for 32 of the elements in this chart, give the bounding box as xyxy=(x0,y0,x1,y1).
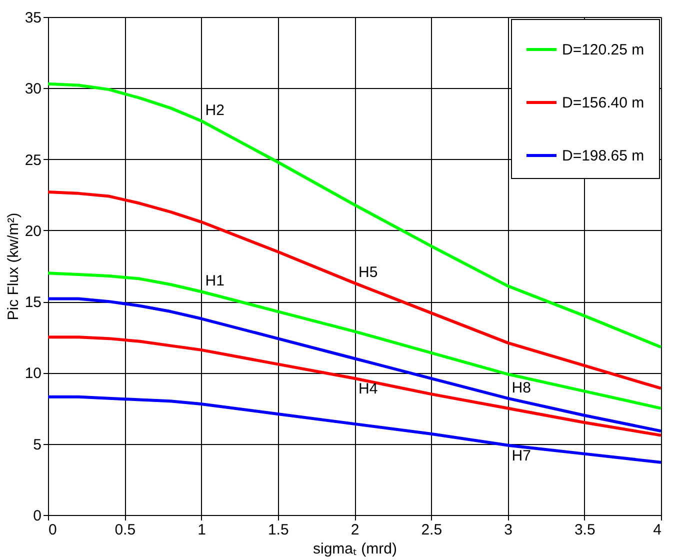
annotation: H8 xyxy=(512,379,531,396)
y-tick-label: 15 xyxy=(24,294,42,312)
y-tick-label: 35 xyxy=(24,10,42,26)
annotation: H7 xyxy=(512,447,531,464)
y-tick-label: 0 xyxy=(33,508,42,524)
x-tick-label: 3 xyxy=(504,522,512,538)
legend-label: D=156.40 m xyxy=(562,94,644,112)
line-series xyxy=(46,297,662,433)
y-tick-label: 30 xyxy=(24,80,42,98)
line-series xyxy=(46,82,662,349)
y-axis-title: Pic Flux (kw/m²) xyxy=(4,212,22,320)
legend-label: D=120.25 m xyxy=(562,42,644,58)
x-tick-label: 1 xyxy=(198,522,206,538)
y-tick-label: 10 xyxy=(24,365,42,382)
x-tick-label: 0 xyxy=(48,522,57,538)
line-series xyxy=(46,336,662,437)
y-tick-label: 5 xyxy=(33,436,42,454)
x-axis-title: sigmaₜ (mrd) xyxy=(312,540,398,558)
y-tick-label: 20 xyxy=(24,222,42,240)
y-tick-label: 25 xyxy=(24,152,42,169)
annotation: H4 xyxy=(358,380,378,398)
annotation: H2 xyxy=(205,102,224,119)
legend-label: D=198.65 m xyxy=(562,148,644,164)
annotation: H5 xyxy=(358,264,378,282)
x-tick-label: 2 xyxy=(350,522,360,538)
line-series xyxy=(46,395,662,464)
x-tick-label: 3.5 xyxy=(574,522,596,538)
x-tick-label: 2.5 xyxy=(421,522,442,538)
x-tick-label: 0.5 xyxy=(114,522,136,538)
x-tick-label: 1.5 xyxy=(268,522,289,538)
x-tick-label: 4 xyxy=(653,522,662,538)
annotation: H1 xyxy=(205,272,224,290)
